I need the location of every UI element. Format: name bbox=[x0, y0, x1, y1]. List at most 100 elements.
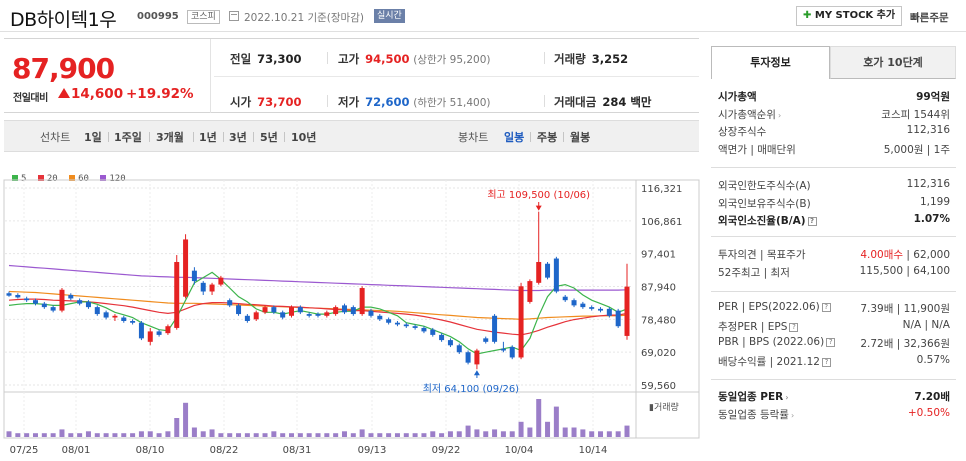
candle-body bbox=[545, 263, 551, 278]
candle-body bbox=[306, 314, 312, 316]
volume-bar bbox=[386, 433, 392, 437]
help-icon[interactable]: ? bbox=[821, 357, 831, 367]
divider bbox=[253, 132, 254, 142]
chevron-right-icon[interactable]: › bbox=[777, 110, 782, 120]
chevron-right-icon[interactable]: › bbox=[785, 393, 789, 402]
realtime-button[interactable]: 실시간 bbox=[374, 9, 405, 23]
info-value: 99억원 bbox=[916, 89, 950, 104]
info-value-text: 112,316 bbox=[906, 124, 950, 136]
period-5y[interactable]: 5년 bbox=[260, 131, 278, 144]
candle-body bbox=[271, 307, 277, 313]
period-3m[interactable]: 3개월 bbox=[156, 131, 184, 144]
legend-swatch bbox=[69, 175, 76, 181]
candle-body bbox=[377, 315, 383, 320]
volume-bar bbox=[315, 433, 321, 437]
volume-bar bbox=[306, 433, 312, 437]
quick-order-link[interactable]: 빠른주문 bbox=[910, 12, 949, 24]
help-icon[interactable]: ? bbox=[826, 338, 836, 347]
divider bbox=[544, 52, 545, 64]
divider bbox=[223, 132, 224, 142]
volume-bar bbox=[174, 418, 180, 437]
divider bbox=[327, 52, 328, 64]
candle-body bbox=[94, 307, 100, 315]
tab-order-book[interactable]: 호가 10단계 bbox=[830, 46, 956, 79]
candle-body bbox=[32, 300, 38, 304]
info-value-text: +0.50% bbox=[907, 406, 950, 419]
candle-body bbox=[324, 312, 330, 316]
period-1w[interactable]: 1주일 bbox=[114, 131, 142, 144]
price-change-pct: +19.92% bbox=[126, 86, 194, 102]
divider bbox=[711, 167, 956, 168]
candle-body bbox=[509, 347, 515, 358]
info-value: 0.57% bbox=[917, 354, 950, 366]
divider bbox=[711, 291, 956, 292]
info-value: 115,500 | 64,100 bbox=[860, 265, 950, 277]
volume-bar bbox=[509, 431, 515, 437]
y-tick-label: 59,560 bbox=[641, 381, 676, 392]
info-value: 112,316 bbox=[907, 178, 950, 190]
info-row: 외국인보유주식수(B) 1,199 bbox=[718, 196, 950, 212]
x-tick-label: 08/31 bbox=[283, 445, 312, 456]
x-tick-label: 08/01 bbox=[62, 445, 91, 456]
volume-bar bbox=[412, 433, 418, 437]
y-tick-label: 106,861 bbox=[641, 217, 682, 228]
candle-chart-label: 봉차트 bbox=[458, 131, 489, 144]
period-weekly[interactable]: 주봉 bbox=[537, 131, 558, 144]
info-value-text: | 62,000 bbox=[903, 249, 950, 261]
candle-body bbox=[227, 300, 233, 306]
info-value: 5,000원 | 1주 bbox=[884, 142, 950, 157]
volume-bar bbox=[403, 433, 409, 437]
volume-bar bbox=[183, 402, 189, 437]
info-label-text: 액면가 | 매매단위 bbox=[718, 143, 796, 156]
info-label-text: 동일업종 PER bbox=[718, 391, 784, 403]
prev-close-value: 73,300 bbox=[257, 52, 302, 66]
chart-frame bbox=[3, 179, 700, 439]
volume-bar bbox=[571, 427, 577, 437]
high-label: 고가 bbox=[338, 52, 360, 66]
info-row: 추정PER | EPS? N/A | N/A bbox=[718, 319, 950, 335]
help-icon[interactable]: ? bbox=[821, 303, 831, 312]
info-label: 시가총액순위 › bbox=[718, 107, 781, 122]
candle-body bbox=[465, 352, 471, 363]
open-price: 시가 73,700 bbox=[230, 94, 302, 110]
candle-body bbox=[50, 307, 56, 311]
legend-ma5: 5 bbox=[12, 174, 26, 184]
chevron-right-icon[interactable]: › bbox=[790, 410, 795, 420]
info-label-text: PER | EPS(2022.06) bbox=[718, 301, 820, 313]
candle-body bbox=[59, 289, 65, 311]
info-value-text: 2.72배 | 32,366원 bbox=[860, 338, 950, 350]
tab-investment-info[interactable]: 투자정보 bbox=[711, 46, 830, 79]
help-icon[interactable]: ? bbox=[789, 322, 799, 332]
candlestick-chart[interactable]: 116,321 106,861 97,401 87,940 78,480 69,020 59… bbox=[0, 160, 700, 461]
info-label: 동일업종 PER › bbox=[718, 389, 789, 404]
legend-swatch bbox=[37, 175, 44, 181]
volume-bar bbox=[606, 431, 612, 437]
period-3y[interactable]: 3년 bbox=[229, 131, 247, 144]
candle-body bbox=[183, 239, 189, 297]
price-diff: 14,600 bbox=[58, 86, 123, 102]
period-monthly[interactable]: 월봉 bbox=[570, 131, 591, 144]
volume-bar bbox=[280, 433, 286, 437]
candle-body bbox=[85, 301, 91, 308]
trade-amount-label: 거래대금 bbox=[554, 95, 597, 109]
add-my-stock-button[interactable]: ✚ MY STOCK 추가 bbox=[796, 6, 903, 26]
candle-body bbox=[598, 308, 604, 311]
period-10y[interactable]: 10년 bbox=[291, 131, 317, 144]
period-daily[interactable]: 일봉 bbox=[504, 131, 525, 144]
info-tabs: 투자정보 호가 10단계 bbox=[711, 46, 956, 79]
candle-body bbox=[580, 303, 586, 308]
volume-bar bbox=[68, 433, 74, 437]
period-1y[interactable]: 1년 bbox=[199, 131, 217, 144]
volume-bar bbox=[341, 431, 347, 437]
volume-bar bbox=[130, 433, 136, 437]
x-tick-label: 08/22 bbox=[210, 445, 239, 456]
period-1d[interactable]: 1일 bbox=[84, 131, 102, 144]
candle-body bbox=[112, 315, 118, 318]
volume-bar bbox=[368, 433, 374, 437]
info-row: PER | EPS(2022.06)? 7.39배 | 11,900원 bbox=[718, 301, 950, 317]
info-label: 시가총액 bbox=[718, 89, 757, 104]
volume-bar bbox=[85, 431, 91, 437]
help-icon[interactable]: ? bbox=[807, 217, 817, 226]
volume-bar bbox=[562, 427, 568, 437]
candle-body bbox=[421, 327, 427, 332]
